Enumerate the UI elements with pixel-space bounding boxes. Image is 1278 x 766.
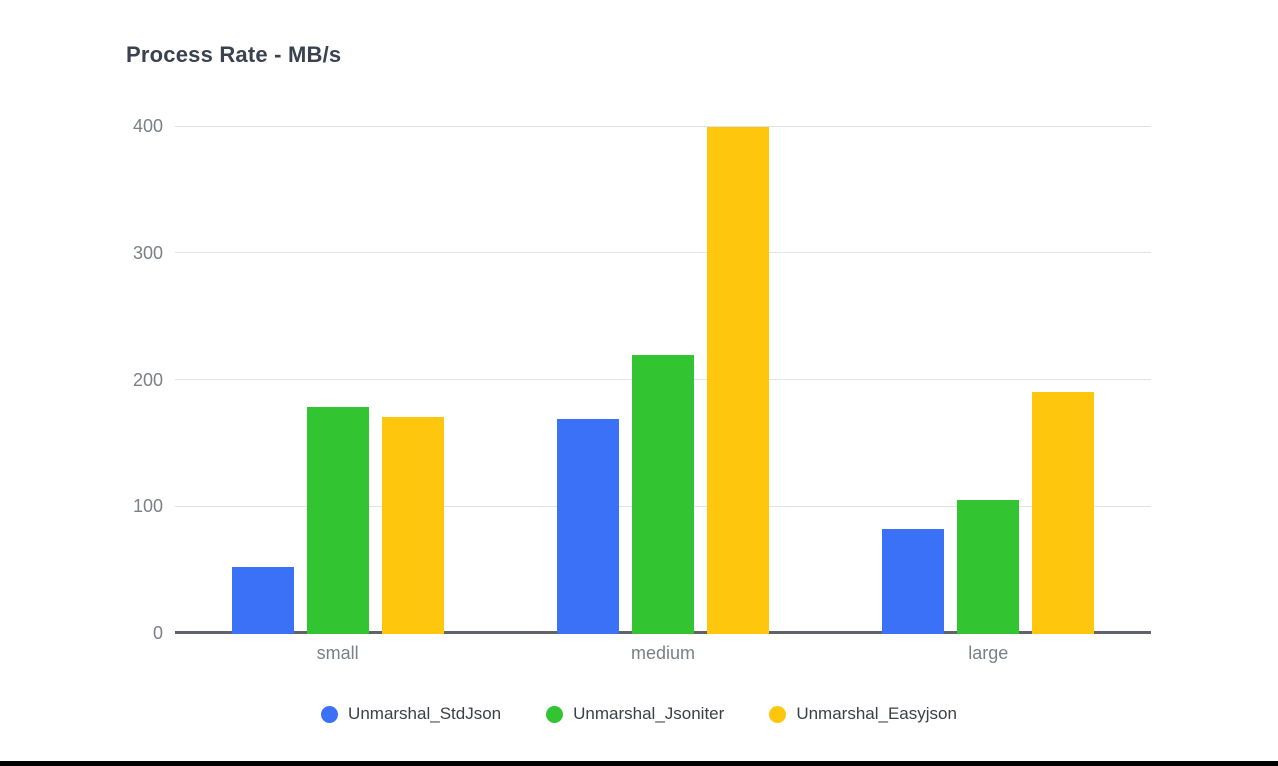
bar-Unmarshal_Easyjson-small[interactable] (381, 417, 444, 634)
bottom-black-bar (0, 761, 1278, 766)
legend-swatch-icon-Unmarshal_Easyjson (769, 705, 787, 723)
legend-item-Unmarshal_Easyjson: Unmarshal_Easyjson (769, 704, 957, 724)
legend-label-Unmarshal_Easyjson: Unmarshal_Easyjson (796, 704, 957, 723)
legend-swatch-icon-Unmarshal_StdJson (321, 705, 339, 723)
legend-item-Unmarshal_StdJson: Unmarshal_StdJson (321, 704, 501, 724)
y-tick-label-0: 0 (152, 623, 163, 643)
x-category-label-large: large (968, 643, 1009, 663)
gridline-400 (175, 125, 1151, 127)
x-category-label-small: small (316, 643, 359, 663)
bar-Unmarshal_Easyjson-medium[interactable] (707, 127, 769, 634)
y-tick-label-100: 100 (132, 496, 163, 517)
legend-swatch-icon-Unmarshal_Jsoniter (546, 705, 564, 723)
y-tick-label-200: 200 (132, 369, 163, 390)
x-category-label-medium: medium (630, 643, 695, 663)
bar-Unmarshal_StdJson-large[interactable] (882, 528, 945, 634)
y-tick-label-400: 400 (132, 116, 163, 136)
legend-item-Unmarshal_Jsoniter: Unmarshal_Jsoniter (546, 704, 724, 724)
bar-Unmarshal_Jsoniter-small[interactable] (306, 407, 369, 634)
bar-Unmarshal_StdJson-small[interactable] (231, 566, 294, 634)
chart-legend: Unmarshal_StdJson Unmarshal_Jsoniter Unmar… (0, 704, 1278, 724)
legend-label-Unmarshal_Jsoniter: Unmarshal_Jsoniter (573, 704, 725, 723)
gridline-300 (175, 252, 1151, 254)
bar-Unmarshal_Easyjson-large[interactable] (1032, 391, 1095, 634)
chart-title: Process Rate - MB/s (126, 42, 342, 67)
legend-label-Unmarshal_StdJson: Unmarshal_StdJson (348, 704, 502, 723)
bar-Unmarshal_Jsoniter-large[interactable] (957, 499, 1020, 634)
bar-Unmarshal_StdJson-medium[interactable] (557, 418, 619, 634)
bar-Unmarshal_Jsoniter-medium[interactable] (632, 355, 694, 634)
y-tick-label-300: 300 (132, 242, 163, 263)
plot-area: 0 100 200 300 400 small medium large (133, 117, 1151, 663)
